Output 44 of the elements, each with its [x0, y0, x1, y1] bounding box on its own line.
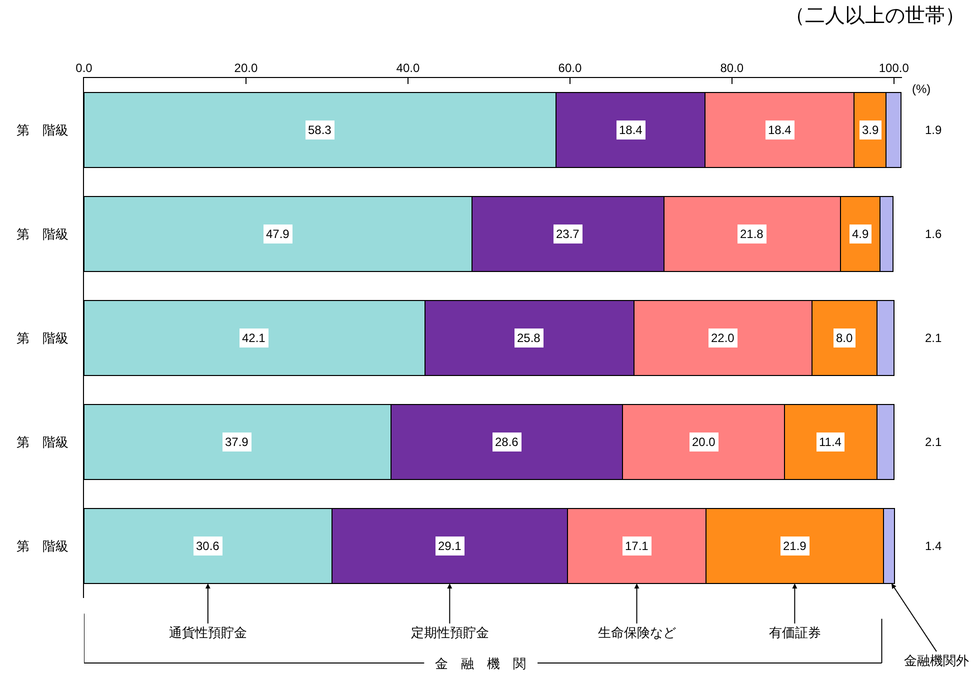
data-label: 18.4	[768, 123, 792, 137]
data-label: 29.1	[438, 539, 462, 553]
chart-title: （二人以上の世帯）	[785, 5, 965, 27]
data-label: 8.0	[836, 331, 854, 345]
data-label: 2.1	[925, 435, 942, 449]
data-label: 1.4	[925, 539, 942, 553]
data-label: 42.1	[242, 331, 266, 345]
text: 有価証券	[769, 625, 821, 640]
data-label: 4.9	[852, 227, 870, 241]
x-axis-title: (%)	[912, 82, 931, 96]
data-label: 3.9	[862, 123, 880, 137]
data-label: 23.7	[556, 227, 580, 241]
data-label: 1.9	[925, 123, 942, 137]
data-label: 11.4	[819, 435, 842, 449]
data-label: 58.3	[308, 123, 332, 137]
y-tick-label: 第 階級	[16, 540, 68, 555]
data-label: 25.8	[517, 331, 541, 345]
data-label: 22.0	[711, 331, 735, 345]
text: 金 融 機 関	[435, 656, 526, 671]
data-label: 30.6	[196, 539, 220, 553]
y-tick-label: 第 階級	[16, 436, 68, 451]
data-label: 17.1	[625, 539, 649, 553]
data-label: 1.6	[925, 227, 942, 241]
text: 定期性預貯金	[411, 625, 489, 640]
x-tick-label: 80.0	[720, 61, 744, 76]
data-label: 20.0	[692, 435, 716, 449]
y-tick-label: 第 階級	[16, 228, 68, 243]
data-label: 28.6	[495, 435, 519, 449]
x-tick-label: 0.0	[76, 61, 93, 76]
x-tick-label: 40.0	[396, 61, 420, 76]
y-tick-label: 第 階級	[16, 124, 68, 139]
data-label: 47.9	[266, 227, 290, 241]
data-label: 37.9	[225, 435, 249, 449]
x-tick-label: 20.0	[234, 61, 258, 76]
data-label: 21.8	[740, 227, 764, 241]
y-tick-label: 第 階級	[16, 332, 68, 347]
text: 生命保険など	[598, 625, 676, 640]
x-tick-label: 60.0	[558, 61, 582, 76]
x-tick-label: 100.0	[878, 61, 910, 76]
text: 通貨性預貯金	[169, 625, 247, 640]
data-label: 21.9	[783, 539, 807, 553]
text: 金融機関外	[904, 653, 969, 668]
data-label: 18.4	[619, 123, 643, 137]
data-label: 2.1	[925, 331, 942, 345]
